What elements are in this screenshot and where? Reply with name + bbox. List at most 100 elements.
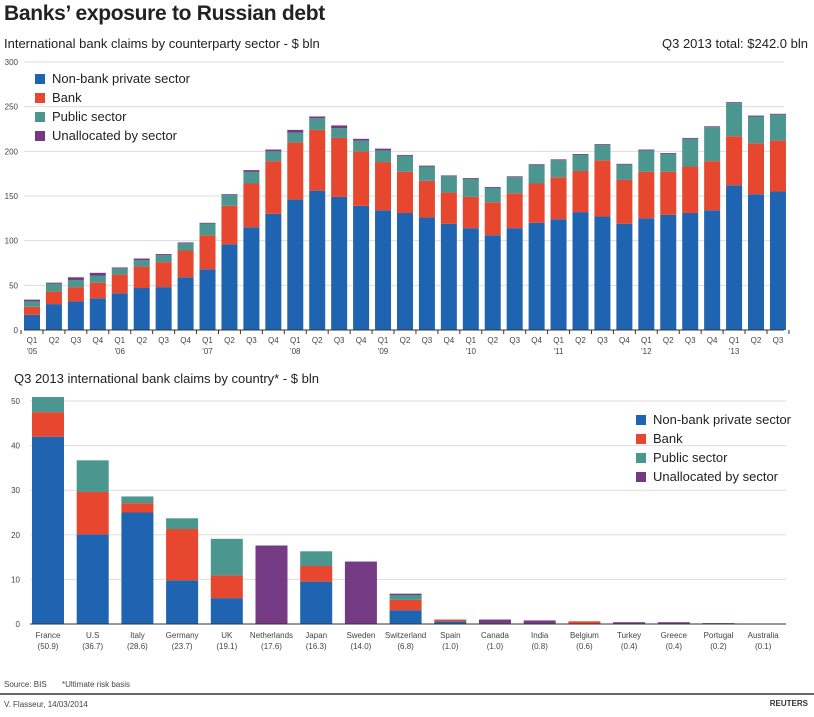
bar-segment-unallocated bbox=[45, 282, 62, 284]
bar-segment-public bbox=[89, 275, 106, 283]
bar-segment-bank bbox=[243, 183, 260, 228]
legend-swatch-nonbank bbox=[636, 415, 646, 425]
bar-segment-public bbox=[682, 138, 699, 167]
x-tick-label: Australia bbox=[748, 631, 780, 640]
bar-segment-unallocated bbox=[572, 154, 589, 155]
bar-segment-nonbank bbox=[45, 304, 62, 330]
legend-label-nonbank: Non-bank private sector bbox=[653, 412, 792, 427]
bar-segment-bank bbox=[45, 291, 62, 305]
bar-segment-unallocated bbox=[682, 137, 699, 139]
y-tick-label: 50 bbox=[11, 397, 20, 406]
bar-segment-bank bbox=[704, 161, 721, 211]
bar-segment-public bbox=[309, 118, 326, 130]
bar-segment-bank bbox=[748, 143, 765, 195]
bar-segment-bank bbox=[210, 575, 243, 599]
bar-segment-nonbank bbox=[572, 212, 589, 330]
bar-segment-bank bbox=[375, 162, 392, 211]
x-tick-label: Portugal bbox=[704, 631, 734, 640]
bottom-chart-subtitle: Q3 2013 international bank claims by cou… bbox=[14, 371, 319, 386]
x-tick-label: Greece bbox=[661, 631, 688, 640]
y-tick-label: 0 bbox=[14, 326, 19, 335]
bar-segment-nonbank bbox=[769, 191, 786, 330]
x-tick-label: Q3 bbox=[773, 336, 784, 345]
bar-segment-public bbox=[300, 551, 333, 567]
bar-segment-public bbox=[528, 164, 545, 184]
bar-segment-unallocated bbox=[657, 622, 690, 624]
bar-segment-public bbox=[76, 460, 109, 492]
legend-swatch-bank bbox=[35, 93, 45, 103]
x-tick-label: Q2 bbox=[663, 336, 674, 345]
x-tick-label: Q3 bbox=[71, 336, 82, 345]
bar-segment-public bbox=[121, 496, 154, 504]
source-note: Source: BIS bbox=[4, 680, 47, 689]
bar-segment-public bbox=[32, 396, 64, 413]
bar-segment-public bbox=[199, 223, 216, 236]
legend-swatch-bank bbox=[636, 434, 646, 444]
bar-segment-public bbox=[375, 150, 392, 163]
x-tick-label-year: '06 bbox=[115, 347, 126, 356]
chart-title: Banks’ exposure to Russian debt bbox=[4, 2, 325, 25]
bar-segment-public bbox=[572, 154, 589, 171]
x-tick-label-year: '05 bbox=[27, 347, 38, 356]
bar-segment-bank bbox=[24, 306, 40, 315]
y-tick-label: 50 bbox=[9, 281, 18, 290]
y-tick-label: 300 bbox=[5, 58, 19, 67]
bar-segment-nonbank bbox=[594, 216, 611, 330]
bar-segment-bank bbox=[572, 170, 589, 213]
bar-segment-unallocated bbox=[389, 593, 422, 596]
x-tick-label: Germany bbox=[166, 631, 199, 640]
x-tick-label: Q1 bbox=[641, 336, 652, 345]
bar-segment-bank bbox=[155, 262, 172, 288]
bar-segment-public bbox=[45, 283, 62, 292]
x-tick-label: Japan bbox=[305, 631, 327, 640]
bar-segment-bank bbox=[111, 274, 128, 294]
x-total-label: (0.4) bbox=[666, 642, 683, 651]
bar-segment-unallocated bbox=[243, 170, 260, 172]
x-tick-label-year: '09 bbox=[378, 347, 389, 356]
bar-segment-public bbox=[594, 145, 611, 161]
bar-segment-bank bbox=[638, 171, 655, 219]
top-chart-subtitle: International bank claims by counterpart… bbox=[4, 36, 320, 51]
x-tick-label-year: '08 bbox=[290, 347, 301, 356]
legend-swatch-unallocated bbox=[35, 131, 45, 141]
x-tick-label: Q1 bbox=[553, 336, 564, 345]
x-total-label: (14.0) bbox=[350, 642, 371, 651]
bar-segment-public bbox=[177, 243, 194, 251]
bar-segment-nonbank bbox=[660, 214, 677, 330]
bar-segment-nonbank bbox=[300, 581, 333, 624]
x-tick-label: Q1 bbox=[290, 336, 301, 345]
bar-segment-unallocated bbox=[344, 561, 377, 624]
x-tick-label: Canada bbox=[481, 631, 510, 640]
bar-segment-public bbox=[243, 171, 260, 184]
legend-label-bank: Bank bbox=[52, 90, 82, 105]
bar-segment-bank bbox=[440, 192, 457, 224]
x-tick-label: Q1 bbox=[378, 336, 389, 345]
x-total-label: (19.1) bbox=[216, 642, 237, 651]
bar-segment-unallocated bbox=[506, 176, 523, 178]
bar-segment-bank bbox=[221, 205, 238, 245]
bar-segment-nonbank bbox=[484, 235, 501, 330]
bar-segment-bank bbox=[484, 202, 501, 236]
bar-segment-public bbox=[660, 154, 677, 172]
bar-segment-nonbank bbox=[638, 218, 655, 330]
x-tick-label: Q2 bbox=[224, 336, 235, 345]
bar-segment-public bbox=[704, 127, 721, 162]
footnote: *Ultimate risk basis bbox=[62, 680, 131, 689]
bar-segment-unallocated bbox=[67, 277, 84, 280]
x-tick-label: Q2 bbox=[312, 336, 323, 345]
bar-segment-unallocated bbox=[479, 619, 511, 624]
bar-segment-unallocated bbox=[616, 163, 633, 165]
bar-segment-bank bbox=[166, 529, 199, 581]
bar-segment-nonbank bbox=[221, 244, 238, 330]
bar-segment-bank bbox=[199, 235, 216, 270]
bar-segment-nonbank bbox=[528, 222, 545, 330]
bar-segment-public bbox=[506, 177, 523, 194]
legend-label-bank: Bank bbox=[653, 431, 683, 446]
x-tick-label: Q3 bbox=[597, 336, 608, 345]
bar-segment-bank bbox=[121, 503, 154, 513]
x-total-label: (50.9) bbox=[38, 642, 59, 651]
bar-segment-nonbank bbox=[726, 185, 743, 330]
bar-segment-public bbox=[67, 279, 84, 288]
x-tick-label: Q3 bbox=[246, 336, 257, 345]
